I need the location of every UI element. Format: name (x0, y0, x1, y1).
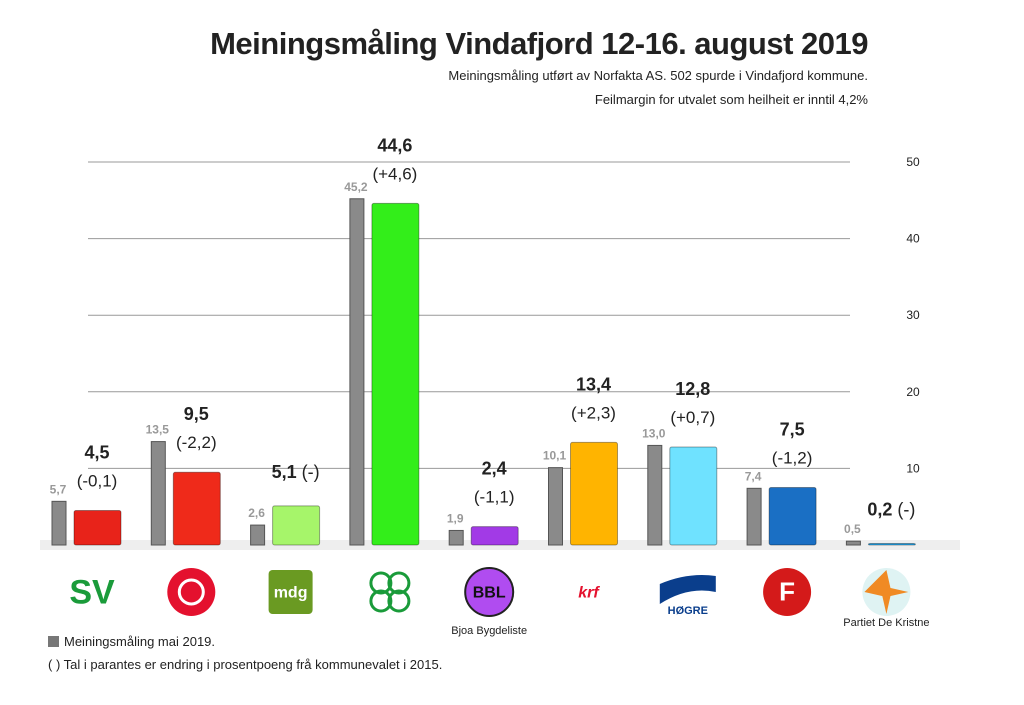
bar-current-MDG (272, 505, 321, 546)
bbl-logo (464, 567, 515, 617)
legend-swatch (48, 636, 59, 647)
bar-current-KrF (570, 441, 618, 546)
bar-current-BBL (470, 526, 519, 546)
chart-title: Meiningsmåling Vindafjord 12-16. august … (210, 26, 868, 61)
bar-change-label: (-1,1) (474, 488, 515, 507)
bar-change-label: (-2,2) (176, 433, 217, 452)
logo-caption: Bjoa Bygdeliste (451, 625, 527, 637)
y-tick-label: 30 (906, 308, 920, 322)
y-tick-label: 40 (906, 232, 920, 246)
bar-previous-label: 10,1 (543, 449, 567, 463)
mdg-logo-text: mdg (274, 584, 308, 601)
bar-previous-label: 13,0 (642, 426, 666, 440)
legend-label: Meiningsmåling mai 2019. (64, 634, 216, 649)
clover-leaf-icon (369, 589, 393, 613)
bar-change-label: (+0,7) (670, 408, 715, 427)
change: (-) (897, 499, 915, 519)
frp-apple-logo-text: F (779, 577, 795, 607)
bar-previous-label: 7,4 (745, 469, 762, 483)
bar-previous-SV (51, 500, 67, 546)
bar-current-Ap (172, 471, 221, 546)
bar-change-label: (+2,3) (571, 403, 616, 422)
hogre-logo (659, 575, 716, 604)
bar-previous-label: 2,6 (248, 506, 265, 520)
value: 5,1 (272, 462, 302, 482)
bar-current-label: 2,4 (482, 459, 507, 479)
chart-subtitle-1: Meiningsmåling utført av Norfakta AS. 50… (448, 68, 868, 83)
mdg-logo (268, 570, 313, 614)
bar-previous-KrF (548, 467, 563, 546)
bar-previous-label: 1,9 (447, 511, 464, 525)
bar-previous-label: 13,5 (146, 423, 170, 437)
bar-current-label: 5,1 (-) (272, 462, 320, 482)
bar-change-label: (-0,1) (77, 472, 118, 491)
bar-previous-Ap (150, 441, 166, 546)
bar-previous-label: 5,7 (50, 482, 67, 496)
ap-rose-logo (167, 568, 216, 616)
bar-current-label: 7,5 (780, 420, 805, 440)
footnote-parentheses: ( ) Tal i parantes er endring i prosentp… (48, 657, 443, 672)
bbl-logo-text: BBL (473, 584, 506, 601)
hogre-logo-text: HØGRE (668, 605, 708, 617)
rose-icon (177, 578, 205, 606)
bar-current-Sp (371, 202, 420, 546)
bar-previous-FrP (746, 487, 762, 546)
bar-previous-MDG (250, 524, 266, 546)
clover-leaf-icon (369, 571, 393, 595)
change: (-) (302, 462, 320, 482)
value: 0,2 (867, 499, 897, 519)
bar-previous-BBL (448, 529, 464, 546)
bar-current-label: 9,5 (184, 404, 209, 424)
compass-icon (864, 570, 909, 614)
bar-current-label: 4,5 (84, 443, 109, 463)
krf-logo-text: krf (578, 584, 600, 601)
bar-previous-Høgre (647, 444, 663, 546)
bar-previous-label: 45,2 (344, 180, 368, 194)
logo-caption: Partiet De Kristne (843, 617, 929, 629)
clover-leaf-icon (387, 589, 411, 613)
clover-leaf-icon (387, 571, 411, 595)
bar-current-FrP (768, 487, 817, 546)
bar-change-label: (-1,2) (772, 449, 813, 468)
bar-current-Partiet De Kristne (867, 542, 916, 546)
sv-logo-text: SV (69, 573, 115, 611)
bar-previous-Sp (349, 198, 365, 546)
bar-previous-label: 0,5 (844, 522, 861, 536)
legend-item-may-poll: Meiningsmåling mai 2019. (48, 634, 215, 649)
y-tick-label: 10 (906, 461, 920, 475)
bar-current-label: 12,8 (675, 379, 710, 399)
y-tick-label: 20 (906, 385, 920, 399)
chart-subtitle-2: Feilmargin for utvalet som heilheit er i… (594, 92, 868, 107)
bar-current-SV (73, 510, 122, 546)
bar-change-label: (+4,6) (372, 164, 417, 183)
bar-previous-Partiet De Kristne (845, 540, 861, 546)
bar-current-label: 0,2 (-) (867, 499, 915, 519)
bar-current-Høgre (669, 446, 718, 546)
frp-apple-logo (763, 568, 812, 616)
bar-current-label: 13,4 (576, 374, 611, 394)
bar-current-label: 44,6 (377, 135, 412, 155)
y-tick-label: 50 (906, 155, 920, 169)
